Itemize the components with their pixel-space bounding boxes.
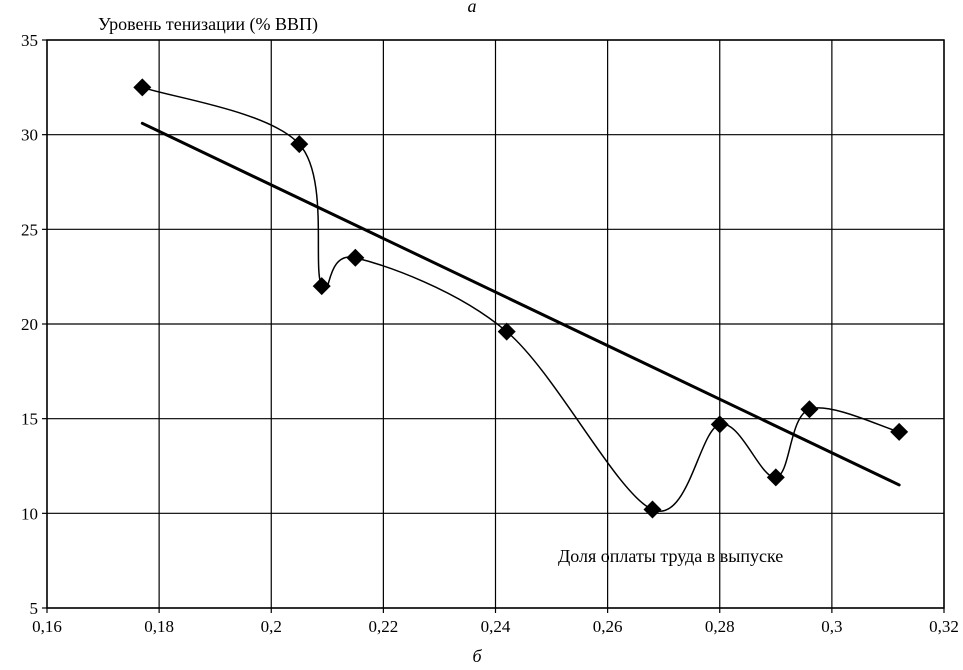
y-tick-label: 10 bbox=[21, 504, 38, 523]
tick-labels: 0,16 0,18 0,2 0,22 0,24 0,26 0,28 0,3 0,32 5 10 15 2… bbox=[21, 31, 959, 636]
data-point-1 bbox=[290, 135, 309, 154]
y-tick-label: 35 bbox=[21, 31, 38, 50]
x-tick-label: 0,22 bbox=[369, 617, 399, 636]
trend-line bbox=[140, 121, 901, 487]
x-tick-label: 0,2 bbox=[261, 617, 282, 636]
data-point-6 bbox=[710, 415, 729, 434]
data-point-2 bbox=[312, 277, 331, 296]
data-point-3 bbox=[346, 248, 365, 267]
series-group bbox=[133, 78, 909, 519]
x-tick-label: 0,16 bbox=[32, 617, 62, 636]
x-axis-title: Доля оплаты труда в выпуске bbox=[558, 546, 783, 566]
x-tick-label: 0,18 bbox=[144, 617, 174, 636]
data-point-8 bbox=[800, 400, 819, 419]
figure-label-top: а bbox=[468, 0, 477, 16]
data-point-9 bbox=[890, 422, 909, 441]
y-tick-label: 20 bbox=[21, 315, 38, 334]
y-axis-title: Уровень тенизации (% ВВП) bbox=[98, 14, 318, 35]
y-tick-label: 15 bbox=[21, 410, 38, 429]
data-point-7 bbox=[766, 468, 785, 487]
x-tick-label: 0,26 bbox=[593, 617, 623, 636]
x-tick-label: 0,3 bbox=[821, 617, 842, 636]
data-point-0 bbox=[133, 78, 152, 97]
y-tick-label: 25 bbox=[21, 220, 38, 239]
x-tick-label: 0,24 bbox=[481, 617, 511, 636]
y-tick-label: 30 bbox=[21, 126, 38, 145]
y-tick-label: 5 bbox=[30, 599, 39, 618]
x-tick-label: 0,28 bbox=[705, 617, 735, 636]
x-tick-label: 0,32 bbox=[929, 617, 959, 636]
figure-label-bottom: б bbox=[472, 646, 482, 666]
data-point-4 bbox=[497, 322, 516, 341]
data-line bbox=[142, 86, 900, 512]
data-point-5 bbox=[643, 500, 662, 519]
